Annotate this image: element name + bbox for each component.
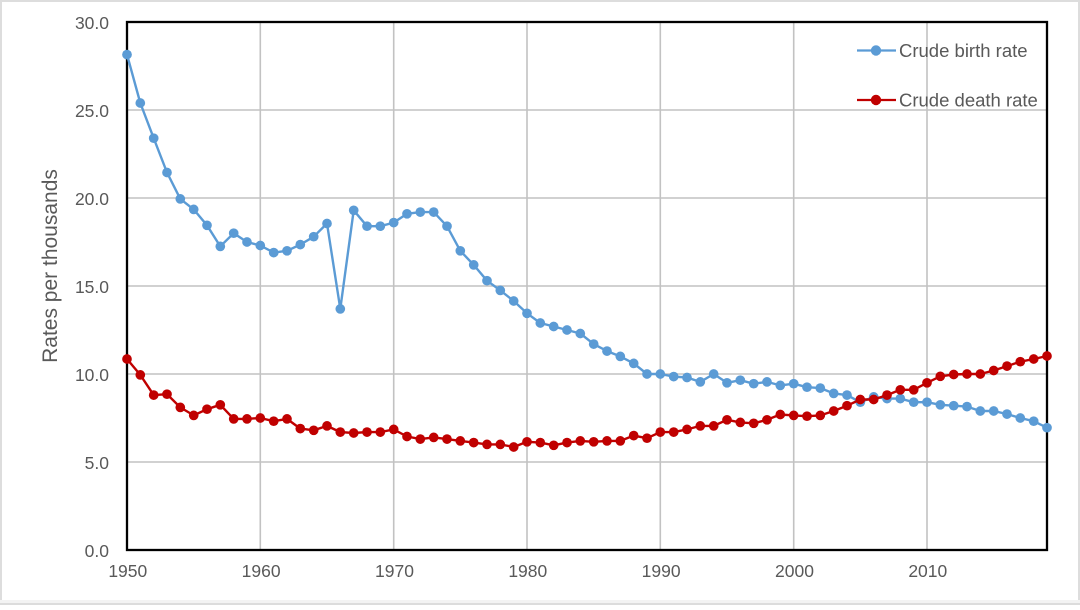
svg-text:Crude birth rate: Crude birth rate	[899, 40, 1028, 61]
svg-text:Rates per thousands: Rates per thousands	[39, 169, 62, 363]
svg-text:2010: 2010	[908, 561, 947, 581]
svg-text:0.0: 0.0	[85, 541, 110, 561]
svg-text:1990: 1990	[642, 561, 681, 581]
svg-text:30.0: 30.0	[75, 13, 109, 33]
svg-text:5.0: 5.0	[85, 453, 110, 473]
svg-text:2000: 2000	[775, 561, 814, 581]
svg-text:20.0: 20.0	[75, 189, 109, 209]
svg-text:1950: 1950	[108, 561, 147, 581]
svg-text:10.0: 10.0	[75, 365, 109, 385]
svg-text:25.0: 25.0	[75, 101, 109, 121]
svg-text:15.0: 15.0	[75, 277, 109, 297]
svg-text:1970: 1970	[375, 561, 414, 581]
svg-text:1980: 1980	[508, 561, 547, 581]
svg-text:1960: 1960	[242, 561, 281, 581]
svg-text:Crude death rate: Crude death rate	[899, 89, 1038, 110]
